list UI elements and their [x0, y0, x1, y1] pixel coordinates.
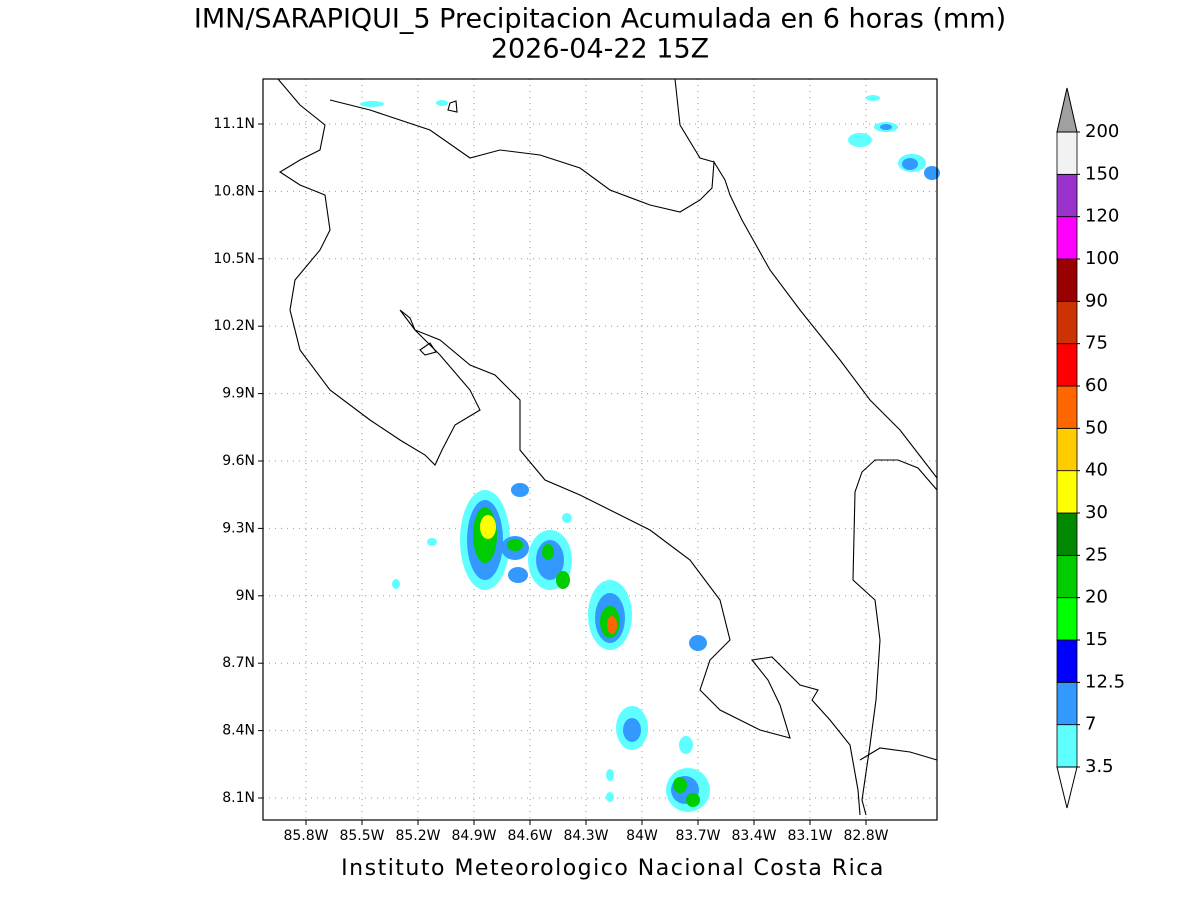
- colorbar-label: 150: [1085, 163, 1119, 184]
- coastline: [277, 78, 938, 816]
- x-tick-label: 85.5W: [339, 828, 384, 844]
- colorbar-segment: [1056, 724, 1078, 768]
- colorbar-label: 75: [1085, 333, 1108, 354]
- colorbar-label: 30: [1085, 502, 1108, 523]
- colorbar-segment: [1056, 427, 1078, 472]
- colorbar-over: [1056, 87, 1078, 133]
- colorbar-label: 12.5: [1085, 671, 1125, 692]
- footer: Instituto Meteorologico Nacional Costa R…: [341, 856, 885, 881]
- y-tick-label: 8.1N: [222, 790, 255, 806]
- x-tick-label: 84.9W: [451, 828, 496, 844]
- subtitle: 2026-04-22 15Z: [491, 34, 709, 65]
- colorbar-segment: [1056, 173, 1078, 218]
- y-tick-label: 9.3N: [222, 520, 255, 536]
- colorbar-label: 100: [1085, 248, 1119, 269]
- colorbar: [1056, 87, 1080, 809]
- map-frame: [262, 78, 938, 821]
- colorbar-segment: [1056, 639, 1078, 683]
- colorbar-label: 3.5: [1085, 756, 1114, 777]
- colorbar-label: 20: [1085, 587, 1108, 608]
- title: IMN/SARAPIQUI_5 Precipitacion Acumulada …: [194, 4, 1006, 35]
- colorbar-label: 15: [1085, 629, 1108, 650]
- y-tick-label: 8.4N: [222, 723, 255, 739]
- y-tick-label: 9.6N: [222, 453, 255, 469]
- x-tick-label: 83.4W: [731, 828, 776, 844]
- colorbar-segment: [1056, 470, 1078, 514]
- colorbar-label: 60: [1085, 375, 1108, 396]
- precipitation: [360, 95, 940, 812]
- colorbar-segment: [1056, 343, 1078, 387]
- colorbar-segment: [1056, 131, 1078, 175]
- colorbar-segment: [1056, 597, 1078, 641]
- y-tick-label: 9N: [236, 588, 255, 604]
- grid: [258, 79, 937, 825]
- colorbar-segment: [1056, 300, 1078, 345]
- y-tick-label: 10.2N: [213, 318, 255, 334]
- x-tick-label: 83.7W: [675, 828, 720, 844]
- colorbar-label: 200: [1085, 121, 1119, 142]
- colorbar-label: 40: [1085, 460, 1108, 481]
- y-tick-label: 10.8N: [213, 183, 255, 199]
- colorbar-label: 90: [1085, 290, 1108, 311]
- x-tick-label: 82.8W: [843, 828, 888, 844]
- colorbar-under: [1056, 766, 1078, 809]
- colorbar-segment: [1056, 385, 1078, 429]
- x-tick-label: 83.1W: [787, 828, 832, 844]
- x-tick-label: 84.6W: [507, 828, 552, 844]
- x-tick-label: 84.3W: [563, 828, 608, 844]
- colorbar-label: 25: [1085, 544, 1108, 565]
- colorbar-segment: [1056, 258, 1078, 302]
- colorbar-segment: [1056, 216, 1078, 260]
- colorbar-label: 120: [1085, 206, 1119, 227]
- colorbar-segment: [1056, 512, 1078, 556]
- y-tick-label: 9.9N: [222, 386, 255, 402]
- colorbar-label: 50: [1085, 417, 1108, 438]
- x-tick-label: 85.2W: [395, 828, 440, 844]
- colorbar-segment: [1056, 554, 1078, 599]
- colorbar-segment: [1056, 681, 1078, 726]
- y-tick-label: 10.5N: [213, 251, 255, 267]
- y-tick-label: 11.1N: [213, 116, 255, 132]
- x-tick-label: 84W: [626, 828, 658, 844]
- colorbar-label: 7: [1085, 714, 1096, 735]
- y-tick-label: 8.7N: [222, 655, 255, 671]
- x-tick-label: 85.8W: [283, 828, 328, 844]
